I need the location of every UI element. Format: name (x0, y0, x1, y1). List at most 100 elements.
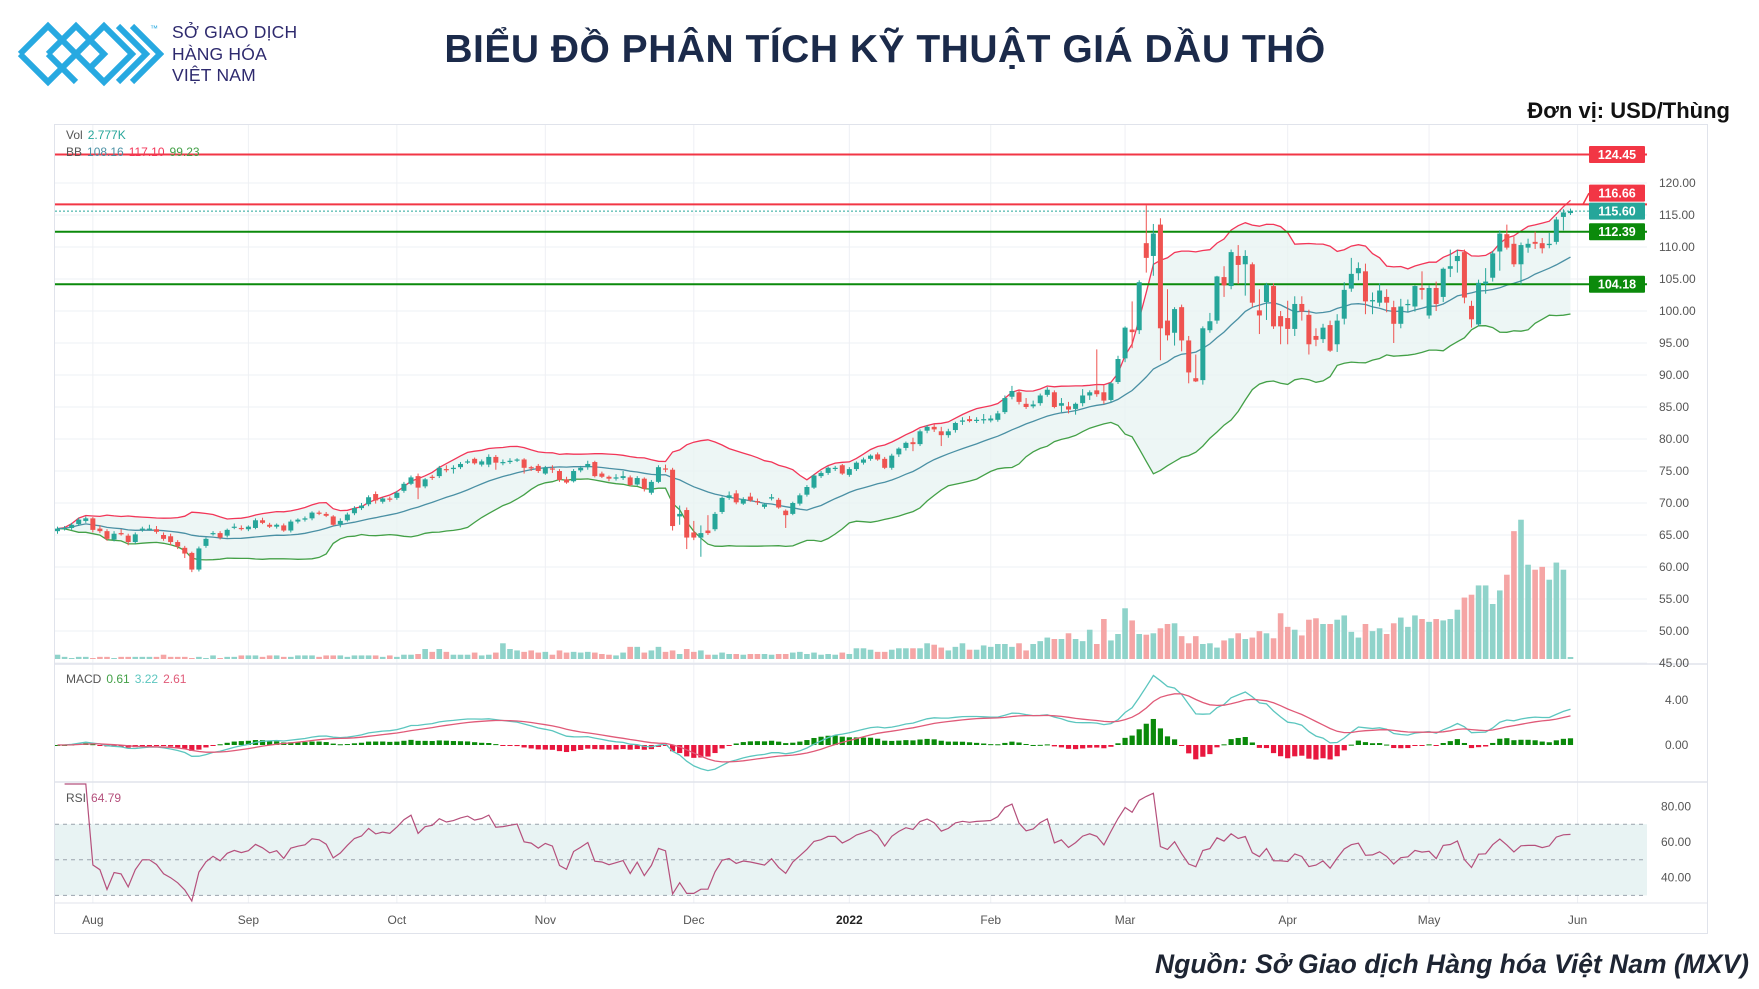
candle (1461, 249, 1467, 304)
candle (1221, 266, 1227, 297)
candle-body (924, 426, 930, 431)
volume-bar (789, 652, 796, 659)
volume-bar (1249, 637, 1256, 659)
macd-hist-bar (1567, 738, 1574, 745)
macd-hist-bar (917, 739, 923, 745)
volume-bar (386, 655, 393, 659)
macd-hist-bar (1065, 745, 1072, 749)
volume-bar (592, 652, 598, 659)
candle (1511, 236, 1517, 267)
macd-hist-bar (146, 745, 153, 746)
macd-hist-bar (344, 744, 350, 746)
candle (132, 532, 138, 544)
macd-hist-bar (224, 742, 230, 745)
macd-hist-bar (966, 742, 973, 745)
candle-body (542, 467, 548, 474)
candle-body (210, 533, 216, 535)
volume-bar (68, 658, 75, 659)
volume-bar (521, 651, 527, 659)
macd-hist-bar (867, 737, 874, 745)
bb-upper-value: 117.10 (129, 145, 165, 159)
candle (330, 515, 336, 527)
candle (1235, 245, 1241, 285)
candle-body (90, 518, 96, 530)
macd-hist-bar (1108, 745, 1114, 747)
candle-body (1271, 286, 1277, 327)
price-tick-label: 110.00 (1659, 240, 1695, 254)
candle (1164, 289, 1170, 341)
macd-hist-bar (1468, 745, 1475, 749)
volume-bar (1023, 650, 1029, 659)
candle (853, 461, 859, 471)
macd-hist-value: 0.61 (106, 672, 130, 686)
macd-hist-bar (153, 745, 160, 746)
candle-body (1426, 287, 1432, 316)
vol-legend-label: Vol (66, 128, 83, 142)
candle (1073, 402, 1079, 415)
volume-bar (1482, 585, 1489, 659)
volume-bar (1228, 638, 1234, 659)
volume-bar (224, 656, 230, 659)
macd-hist-bar (259, 740, 266, 745)
macd-hist-bar (1292, 745, 1298, 757)
candle-body (1235, 255, 1241, 265)
volume-bar (726, 654, 732, 659)
volume-bar (1108, 640, 1114, 659)
candle-body (1384, 296, 1390, 303)
volume-bar (1079, 641, 1086, 659)
candle (910, 437, 916, 452)
candle-body (959, 420, 965, 422)
volume-bar (676, 654, 683, 659)
candle-body (945, 431, 951, 436)
volume-bar (443, 651, 450, 659)
macd-hist-bar (698, 745, 704, 758)
macd-hist-bar (1221, 744, 1227, 746)
candle (224, 528, 230, 538)
macd-hist-bar (118, 745, 124, 747)
volume-bar (1461, 597, 1468, 659)
candle-body (514, 459, 520, 461)
macd-hist-bar (988, 744, 994, 746)
macd-hist-bar (896, 740, 902, 745)
candle (684, 507, 690, 550)
candle-body (1143, 243, 1149, 258)
candle-body (839, 465, 845, 474)
macd-hist-bar (1094, 745, 1100, 748)
macd-hist-bar (1072, 745, 1079, 750)
candle (1080, 389, 1086, 407)
candle (882, 456, 888, 470)
level-price-label-box (1589, 146, 1645, 164)
candle (1348, 257, 1354, 292)
macd-hist-bar (1150, 718, 1156, 745)
candle (189, 551, 195, 573)
volume-bar (139, 656, 146, 659)
candle (507, 458, 513, 464)
candle (698, 525, 704, 557)
candle-body (677, 513, 683, 517)
candle-body (995, 413, 1001, 420)
candle (1002, 395, 1008, 415)
volume-bar (337, 655, 344, 659)
candle-body (684, 510, 690, 538)
candle (1567, 208, 1573, 215)
time-tick-label: Apr (1278, 913, 1297, 927)
candle-body (1504, 234, 1510, 248)
macd-hist-bar (1539, 741, 1545, 745)
volume-bar (1207, 643, 1213, 659)
candle (620, 471, 626, 480)
macd-hist-bar (493, 744, 499, 746)
candle-body (457, 463, 463, 468)
candle-body (1016, 392, 1022, 402)
rsi-line (64, 783, 1571, 903)
macd-hist-bar (585, 745, 591, 749)
candle-body (316, 512, 322, 514)
price-tick-label: 70.00 (1659, 496, 1689, 510)
volume-bar (500, 643, 506, 659)
volume-bar (740, 654, 747, 659)
candle (1504, 224, 1510, 250)
macd-hist-bar (1398, 745, 1404, 749)
volume-bar (238, 655, 245, 659)
macd-value: 3.22 (135, 672, 159, 686)
candle-body (295, 519, 301, 522)
macd-hist-bar (160, 745, 167, 746)
